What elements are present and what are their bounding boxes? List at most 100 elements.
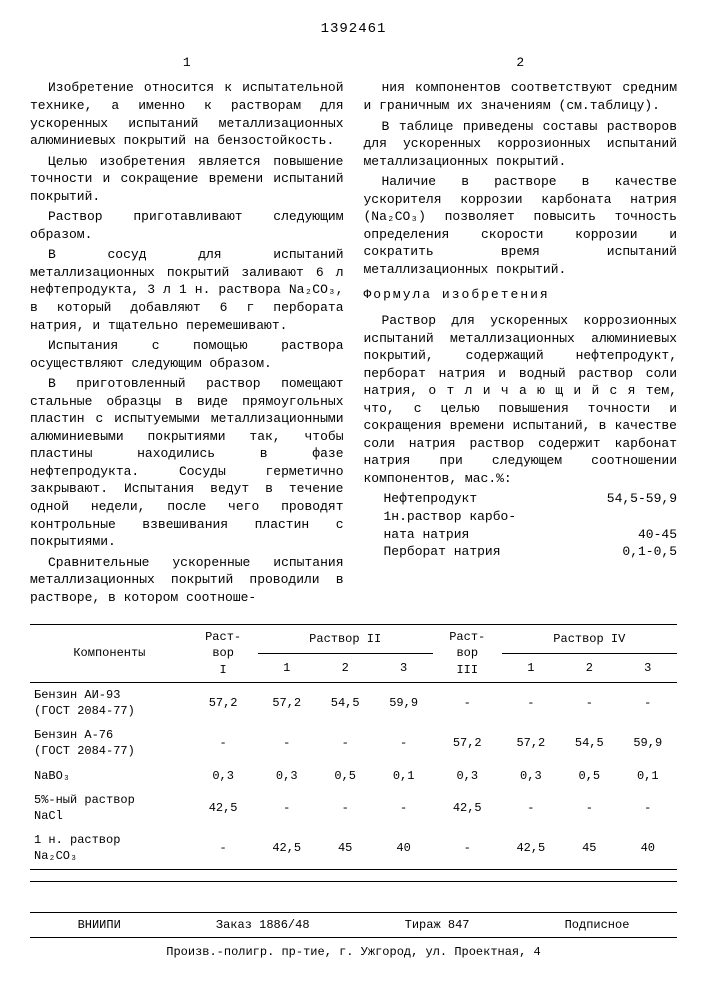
- sub-6: 3: [619, 654, 677, 683]
- ratio-row: ната натрия 40-45: [384, 526, 678, 544]
- footer-sub: Подписное: [565, 917, 630, 933]
- footer-info-line: ВНИИПИ Заказ 1886/48 Тираж 847 Подписное: [30, 912, 677, 938]
- cell: -: [189, 828, 258, 869]
- ratio-row: 1н.раствор карбо-: [384, 508, 678, 526]
- table-row: 1 н. раствор Na₂CO₃ - 42,5 45 40 - 42,5 …: [30, 828, 677, 869]
- table-row: Бензин АИ-93 (ГОСТ 2084-77) 57,2 57,2 54…: [30, 682, 677, 723]
- cell: 57,2: [258, 682, 316, 723]
- cell: -: [258, 788, 316, 828]
- cell: 54,5: [316, 682, 374, 723]
- hdr-components: Компоненты: [30, 625, 189, 683]
- cell: -: [433, 828, 502, 869]
- col1-p1: Изобретение относится к испытательной те…: [30, 79, 344, 149]
- cell: 0,5: [560, 764, 618, 788]
- cell: 59,9: [374, 682, 432, 723]
- ratio-row: Перборат натрия 0,1-0,5: [384, 543, 678, 561]
- col1-p6: В приготовленный раствор помещают стальн…: [30, 375, 344, 550]
- ratio-name: Нефтепродукт: [384, 490, 478, 508]
- table-row: 5%-ный раствор NaCl 42,5 - - - 42,5 - - …: [30, 788, 677, 828]
- cell: 0,3: [189, 764, 258, 788]
- cell: -: [316, 788, 374, 828]
- footer: ВНИИПИ Заказ 1886/48 Тираж 847 Подписное…: [30, 912, 677, 960]
- sub-1: 1: [258, 654, 316, 683]
- col2-p4: Раствор для ускоренных коррозионных испы…: [364, 312, 678, 487]
- cell: -: [619, 788, 677, 828]
- table-row: Бензин А-76 (ГОСТ 2084-77) - - - - 57,2 …: [30, 723, 677, 763]
- composition-table: Компоненты Раст- вор I Раствор II Раст- …: [30, 624, 677, 881]
- comp-name: 1 н. раствор Na₂CO₃: [30, 828, 189, 869]
- cell: 42,5: [433, 788, 502, 828]
- hdr-r3: Раст- вор III: [433, 625, 502, 683]
- cell: -: [560, 788, 618, 828]
- footer-tirazh: Тираж 847: [405, 917, 470, 933]
- cell: 57,2: [433, 723, 502, 763]
- two-column-body: 1 Изобретение относится к испытательной …: [30, 54, 677, 609]
- cell: 42,5: [258, 828, 316, 869]
- table-end-rule: [30, 869, 677, 881]
- column-right: 2 ния компонентов соответствуют средним …: [364, 54, 678, 609]
- cell: -: [502, 682, 560, 723]
- cell: -: [619, 682, 677, 723]
- cell: 42,5: [502, 828, 560, 869]
- cell: -: [502, 788, 560, 828]
- table-row: NaBO₃ 0,3 0,3 0,5 0,1 0,3 0,3 0,5 0,1: [30, 764, 677, 788]
- cell: 45: [316, 828, 374, 869]
- ratio-row: Нефтепродукт 54,5-59,9: [384, 490, 678, 508]
- document-number: 1392461: [30, 20, 677, 39]
- cell: -: [189, 723, 258, 763]
- cell: 40: [619, 828, 677, 869]
- hdr-r1: Раст- вор I: [189, 625, 258, 683]
- ratio-val: 54,5-59,9: [607, 490, 677, 508]
- comp-name: NaBO₃: [30, 764, 189, 788]
- cell: 0,3: [502, 764, 560, 788]
- table-header-row: Компоненты Раст- вор I Раствор II Раст- …: [30, 625, 677, 654]
- cell: 59,9: [619, 723, 677, 763]
- col1-p7: Сравнительные ускоренные испытания метал…: [30, 554, 344, 607]
- col1-number: 1: [30, 54, 344, 72]
- cell: 45: [560, 828, 618, 869]
- hdr-r4: Раствор IV: [502, 625, 677, 654]
- col2-number: 2: [364, 54, 678, 72]
- ratio-name: Перборат натрия: [384, 543, 501, 561]
- hdr-r2: Раствор II: [258, 625, 433, 654]
- sub-3: 3: [374, 654, 432, 683]
- col1-p3: Раствор приготавливают следующим образом…: [30, 208, 344, 243]
- col2-p1: ния компонентов соответствуют средним и …: [364, 79, 678, 114]
- sub-4: 1: [502, 654, 560, 683]
- formula-title: Формула изобретения: [364, 286, 678, 304]
- cell: 54,5: [560, 723, 618, 763]
- col1-p4: В сосуд для испытаний металлизационных п…: [30, 246, 344, 334]
- footer-org: ВНИИПИ: [78, 917, 121, 933]
- cell: 57,2: [189, 682, 258, 723]
- cell: -: [433, 682, 502, 723]
- comp-name: Бензин АИ-93 (ГОСТ 2084-77): [30, 682, 189, 723]
- cell: -: [316, 723, 374, 763]
- ratio-list: Нефтепродукт54,5-59,9 1н.раствор карбо- …: [384, 490, 678, 560]
- comp-name: Бензин А-76 (ГОСТ 2084-77): [30, 723, 189, 763]
- footer-address: Произв.-полигр. пр-тие, г. Ужгород, ул. …: [30, 944, 677, 960]
- cell: 0,5: [316, 764, 374, 788]
- cell: -: [560, 682, 618, 723]
- sub-5: 2: [560, 654, 618, 683]
- col2-p3: Наличие в растворе в качестве ускорителя…: [364, 173, 678, 278]
- col1-p5: Испытания с помощью раствора осуществляю…: [30, 337, 344, 372]
- cell: 0,1: [619, 764, 677, 788]
- ratio-name: 1н.раствор карбо-: [384, 508, 517, 526]
- cell: -: [374, 788, 432, 828]
- cell: 40: [374, 828, 432, 869]
- cell: 57,2: [502, 723, 560, 763]
- cell: 0,1: [374, 764, 432, 788]
- ratio-name: ната натрия: [384, 526, 470, 544]
- footer-order: Заказ 1886/48: [216, 917, 310, 933]
- column-left: 1 Изобретение относится к испытательной …: [30, 54, 344, 609]
- col2-p2: В таблице приведены составы растворов дл…: [364, 118, 678, 171]
- sub-2: 2: [316, 654, 374, 683]
- cell: -: [258, 723, 316, 763]
- cell: 0,3: [258, 764, 316, 788]
- cell: 0,3: [433, 764, 502, 788]
- col1-p2: Целью изобретения является повышение точ…: [30, 153, 344, 206]
- ratio-val: 40-45: [638, 526, 677, 544]
- ratio-val: 0,1-0,5: [622, 543, 677, 561]
- cell: 42,5: [189, 788, 258, 828]
- cell: -: [374, 723, 432, 763]
